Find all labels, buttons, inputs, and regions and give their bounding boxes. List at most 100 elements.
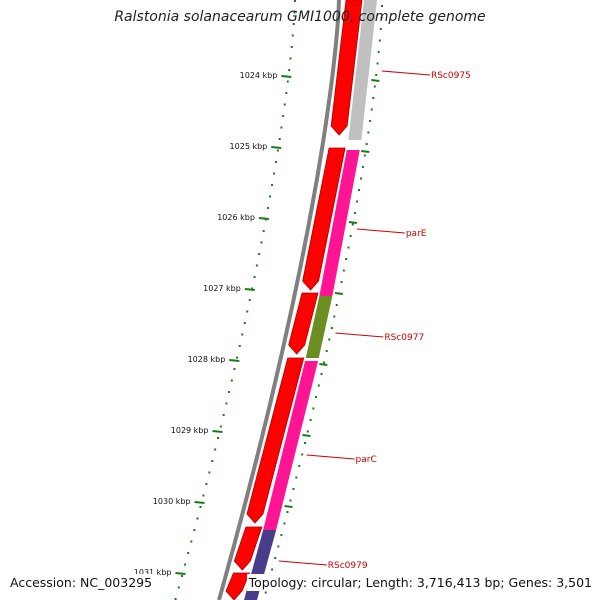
inner-dot xyxy=(174,598,177,600)
tick-label: 1029 kbp xyxy=(171,426,209,435)
inner-dot xyxy=(184,563,187,566)
outer-dot xyxy=(372,97,375,99)
outer-dot xyxy=(349,235,352,237)
inner-dot xyxy=(285,92,288,94)
forward-strand-layer xyxy=(225,0,363,600)
inner-dot xyxy=(202,494,205,497)
reverse-gene-RSc0975 xyxy=(348,0,377,140)
inner-dot xyxy=(217,437,220,439)
major-tick-inner xyxy=(281,75,292,78)
tick-label: 1031 kbp xyxy=(134,568,172,577)
outer-dot xyxy=(306,430,309,433)
inner-dot xyxy=(222,414,225,416)
gene-label-RSc0977: RSc0977 xyxy=(384,333,424,343)
outer-dot xyxy=(271,568,274,571)
inner-dot xyxy=(269,195,272,198)
outer-dot xyxy=(376,62,379,65)
outer-dot xyxy=(381,5,383,7)
inner-dot xyxy=(291,34,294,37)
outer-dot xyxy=(301,453,304,456)
inner-dot xyxy=(288,69,291,71)
major-tick-outer xyxy=(371,79,380,82)
major-tick-inner xyxy=(258,217,270,220)
inner-dot xyxy=(233,368,236,370)
forward-gene-arrow xyxy=(246,357,305,524)
major-tick-outer xyxy=(284,505,293,508)
outer-dot xyxy=(274,557,277,559)
inner-dot xyxy=(255,264,258,267)
inner-dot xyxy=(262,230,265,232)
inner-dot xyxy=(266,207,269,209)
inner-dot xyxy=(187,552,190,554)
tick-label: 1024 kbp xyxy=(240,71,278,80)
inner-dot xyxy=(238,345,241,347)
major-tick-outer xyxy=(334,292,343,295)
major-tick-inner xyxy=(194,501,205,504)
outer-dot xyxy=(340,281,343,283)
reverse-gene-RSc0977 xyxy=(305,296,333,358)
callout-line xyxy=(381,70,430,76)
outer-dot xyxy=(351,223,354,226)
callout-line xyxy=(306,454,355,460)
ticks-layer: 1024 kbp 1025 kbp 1026 kbp 1027 kbp 1028 kbp… xyxy=(134,71,380,579)
inner-dot xyxy=(228,391,231,393)
outer-dot xyxy=(360,177,363,180)
outer-dot xyxy=(264,591,267,594)
forward-gene-arrow xyxy=(330,0,363,136)
inner-dot xyxy=(243,322,246,324)
map-title: Ralstonia solanacearum GMI1000, complete… xyxy=(114,9,486,25)
gene-label-parE: parE xyxy=(406,229,427,239)
outer-dot xyxy=(277,545,280,548)
backbone-arc xyxy=(217,0,341,600)
major-tick-inner xyxy=(244,288,255,291)
inner-dot xyxy=(282,115,285,117)
gene-label-RSc0975: RSc0975 xyxy=(431,71,471,81)
outer-dot xyxy=(320,373,323,375)
outer-dot xyxy=(369,120,372,122)
inner-dot xyxy=(280,126,283,129)
major-tick-inner xyxy=(175,572,186,575)
inner-dot xyxy=(283,103,286,106)
inner-dot xyxy=(180,575,183,577)
callout-line xyxy=(335,332,384,338)
outer-dot xyxy=(380,16,383,19)
inner-dot xyxy=(274,161,277,163)
inner-dot xyxy=(193,529,196,531)
inner-dot xyxy=(289,57,292,60)
tick-label: 1028 kbp xyxy=(188,355,226,364)
callout-line xyxy=(356,228,405,234)
tick-dots-layer xyxy=(174,0,383,600)
outer-dot xyxy=(325,350,328,352)
inner-dot xyxy=(253,276,256,278)
outer-dot xyxy=(289,499,292,502)
outer-dot xyxy=(304,442,307,444)
major-tick-outer xyxy=(361,150,370,153)
inner-dot xyxy=(208,471,211,474)
outer-dot xyxy=(286,511,289,513)
outer-dot xyxy=(353,212,356,214)
outer-dot xyxy=(317,384,320,387)
major-tick-outer xyxy=(302,434,311,437)
backbone-layer xyxy=(217,0,341,600)
outer-dot xyxy=(335,304,338,306)
outer-dot xyxy=(345,258,348,260)
topology-text: Topology: circular; Length: 3,716,413 bp… xyxy=(246,574,594,591)
outer-dot xyxy=(283,522,286,525)
outer-dot xyxy=(358,189,361,191)
forward-gene-arrow xyxy=(302,147,346,291)
tick-label: 1026 kbp xyxy=(217,213,255,222)
forward-gene-arrow xyxy=(225,572,251,600)
major-tick-inner xyxy=(271,146,282,149)
inner-dot xyxy=(294,0,296,2)
outer-dot xyxy=(312,407,315,410)
inner-dot xyxy=(251,287,254,290)
major-tick-outer xyxy=(319,363,328,366)
outer-dot xyxy=(363,154,366,157)
outer-dot xyxy=(328,338,331,341)
inner-dot xyxy=(211,460,214,462)
outer-dot xyxy=(375,74,378,76)
inner-dot xyxy=(199,506,202,508)
outer-dot xyxy=(315,396,318,398)
inner-dot xyxy=(286,80,289,83)
